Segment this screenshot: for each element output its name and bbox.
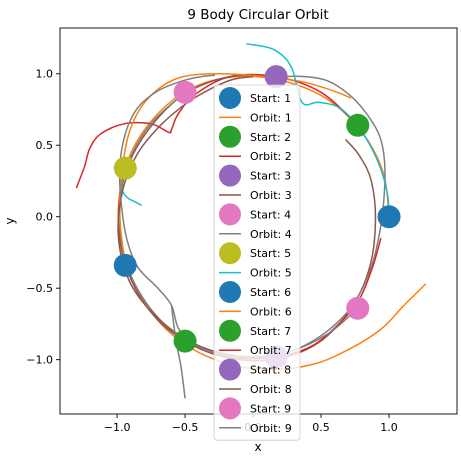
- orbit-line-18: [170, 305, 186, 399]
- legend-marker: [219, 319, 241, 342]
- x-axis-label: x: [254, 440, 261, 454]
- legend-label: Start: 7: [250, 325, 291, 338]
- start-marker-16: [346, 296, 370, 320]
- legend-marker: [219, 164, 241, 187]
- orbit-line-11: [118, 72, 352, 266]
- y-tick-label: 0.0: [36, 211, 54, 224]
- legend-marker: [219, 397, 241, 420]
- legend-label: Orbit: 7: [250, 344, 292, 357]
- legend-label: Orbit: 2: [250, 150, 292, 163]
- legend-label: Start: 8: [250, 364, 291, 377]
- legend: Start: 1 Orbit: 1 Start: 2 Orbit: 2 Start: 3…: [213, 84, 301, 441]
- legend-label: Start: 6: [250, 286, 291, 299]
- y-tick-label: −1.0: [26, 354, 53, 367]
- legend-label: Start: 3: [250, 170, 291, 183]
- y-tick-label: 0.5: [36, 139, 54, 152]
- start-marker-0: [377, 205, 401, 229]
- y-axis-label: y: [3, 217, 17, 224]
- start-marker-2: [346, 113, 370, 137]
- legend-marker: [219, 281, 241, 303]
- legend-label: Orbit: 1: [250, 111, 292, 124]
- x-tick-label: −1.0: [104, 421, 131, 434]
- legend-label: Orbit: 5: [250, 267, 292, 280]
- legend-label: Start: 4: [250, 208, 291, 221]
- x-tick-label: 0.5: [312, 421, 330, 434]
- start-marker-4: [264, 65, 288, 89]
- legend-label: Orbit: 3: [250, 189, 292, 202]
- legend-marker: [219, 87, 241, 109]
- x-tick-label: −0.5: [172, 421, 199, 434]
- legend-label: Orbit: 6: [250, 305, 292, 318]
- legend-label: Start: 2: [250, 131, 291, 144]
- legend-label: Start: 5: [250, 247, 291, 260]
- x-tick-label: 1.0: [380, 421, 398, 434]
- start-marker-12: [173, 329, 197, 353]
- legend-marker: [219, 125, 241, 148]
- legend-marker: [219, 242, 241, 265]
- legend-label: Orbit: 8: [250, 383, 292, 396]
- orbit-line-19: [246, 42, 390, 217]
- start-marker-6: [173, 80, 197, 104]
- legend-label: Orbit: 9: [250, 422, 292, 435]
- legend-marker: [219, 203, 241, 226]
- start-marker-10: [113, 253, 137, 277]
- y-tick-label: 1.0: [36, 68, 54, 81]
- legend-label: Start: 9: [250, 402, 291, 415]
- start-marker-8: [113, 156, 137, 180]
- legend-label: Start: 1: [250, 92, 291, 105]
- legend-label: Orbit: 4: [250, 228, 292, 241]
- chart-title: 9 Body Circular Orbit: [187, 7, 328, 23]
- y-tick-label: −0.5: [26, 282, 53, 295]
- legend-marker: [219, 358, 241, 381]
